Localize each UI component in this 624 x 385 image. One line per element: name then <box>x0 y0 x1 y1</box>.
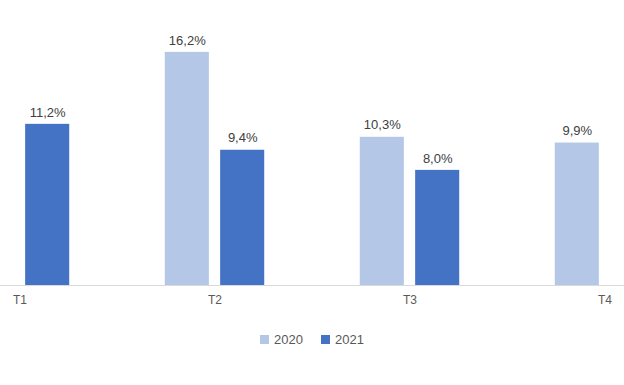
svg-text:T1: T1 <box>13 293 27 307</box>
html-text:2021: 2021 <box>335 332 364 347</box>
svg-text:T4: T4 <box>598 293 612 307</box>
svg-text:11,2%: 11,2% <box>30 105 66 120</box>
svg-text:9,4%: 9,4% <box>228 130 258 145</box>
svg-text:16,2%: 16,2% <box>169 33 206 48</box>
svg-text:8,0%: 8,0% <box>423 151 453 166</box>
svg-text:9,9%: 9,9% <box>562 123 592 138</box>
svg-text:10,3%: 10,3% <box>364 117 401 132</box>
svg-text:T2: T2 <box>208 293 222 307</box>
svg-text:T3: T3 <box>403 293 417 307</box>
html-text:2020: 2020 <box>274 332 303 347</box>
